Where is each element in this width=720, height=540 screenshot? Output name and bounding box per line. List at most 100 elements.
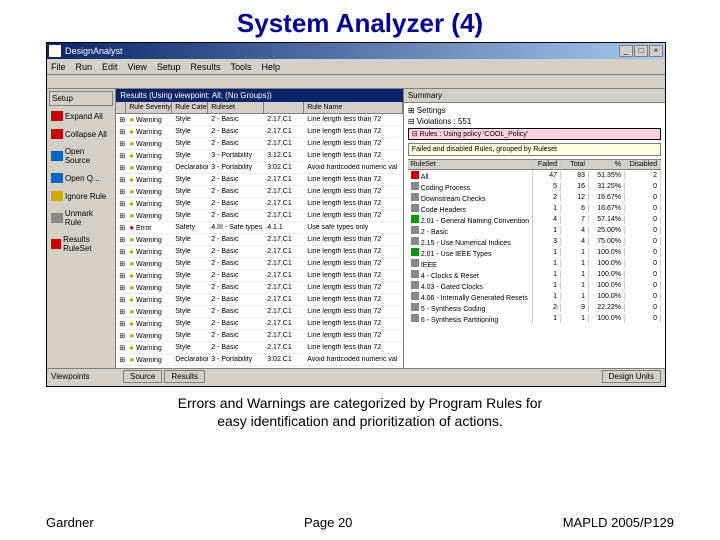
menu-view[interactable]: View	[128, 62, 147, 72]
results-row[interactable]: ⊞● WarningStyle2 - Basic2.17.C1Line leng…	[116, 186, 403, 198]
sidebar-item-6[interactable]: Results RuleSet	[49, 232, 113, 256]
footer-right: MAPLD 2005/P129	[563, 515, 674, 530]
stats-row[interactable]: Coding Process51631.25%0	[408, 181, 661, 192]
menu-tools[interactable]: Tools	[230, 62, 251, 72]
results-row[interactable]: ⊞● WarningStyle2 - Basic2.17.C1Line leng…	[116, 282, 403, 294]
results-row[interactable]: ⊞● WarningStyle2 - Basic2.17.C1Line leng…	[116, 234, 403, 246]
results-row[interactable]: ⊞● WarningStyle2 - Basic2.17.C1Line leng…	[116, 342, 403, 354]
stats-grid[interactable]: All478351.35%2Coding Process51631.25%0Do…	[408, 170, 661, 324]
sidebar-item-0[interactable]: Expand All	[49, 108, 113, 124]
sidebar-label: Results RuleSet	[63, 235, 111, 253]
results-row[interactable]: ⊞● WarningStyle2 - Basic2.17.C1Line leng…	[116, 270, 403, 282]
col-ruleset[interactable]: Ruleset	[208, 102, 264, 113]
sidebar-icon	[51, 111, 63, 121]
results-row[interactable]: ⊞● WarningStyle2 - Basic2.17.C1Line leng…	[116, 210, 403, 222]
sidebar-item-5[interactable]: Unmark Rule	[49, 206, 113, 230]
col-total[interactable]: Total	[561, 160, 589, 169]
menu-edit[interactable]: Edit	[102, 62, 118, 72]
sidebar-icon	[51, 191, 63, 201]
stats-row[interactable]: 2.01 - Use IEEE Types11100.0%0	[408, 247, 661, 258]
stats-row[interactable]: 2.15 - Use Numerical Indices3475.00%0	[408, 236, 661, 247]
tab-results[interactable]: Results	[164, 370, 205, 383]
col-code[interactable]	[264, 102, 304, 113]
stats-row[interactable]: All478351.35%2	[408, 170, 661, 181]
summary-pane: Summary ⊞ Settings ⊟ Violations : 551 ⊟ …	[404, 89, 665, 368]
summary-rules-policy: ⊟ Rules : Using policy 'COOL_Policy'	[408, 128, 661, 140]
sidebar-icon	[51, 173, 63, 183]
summary-note: Failed and disabled Rules, grouped by Ru…	[408, 143, 661, 156]
results-row[interactable]: ⊞● WarningStyle2 - Basic2.17.C1Line leng…	[116, 246, 403, 258]
sidebar-label: Collapse All	[65, 130, 107, 139]
results-columns: Rule Severity Rule Category Ruleset Rule…	[116, 102, 403, 114]
col-rulename[interactable]: Rule Name	[304, 102, 403, 113]
results-header: Results (Using viewpoint: All; (No Group…	[116, 89, 403, 102]
window-title: DesignAnalyst	[65, 46, 123, 56]
stats-row[interactable]: 2.01 - General Naming Convention4757.14%…	[408, 214, 661, 225]
results-row[interactable]: ⊞● WarningStyle2 - Basic2.17.C1Line leng…	[116, 138, 403, 150]
menu-results[interactable]: Results	[190, 62, 220, 72]
tab-source[interactable]: Source	[123, 370, 162, 383]
results-grid[interactable]: ⊞● WarningStyle2 - Basic2.17.C1Line leng…	[116, 114, 403, 368]
sidebar-item-2[interactable]: Open Source	[49, 144, 113, 168]
left-pane: Setup Expand All Collapse All Open Source O…	[47, 89, 116, 368]
stats-row[interactable]: 2 - Basic1425.00%0	[408, 225, 661, 236]
menu-run[interactable]: Run	[76, 62, 93, 72]
sidebar-icon	[51, 129, 63, 139]
sidebar-item-1[interactable]: Collapse All	[49, 126, 113, 142]
summary-settings[interactable]: ⊞ Settings	[408, 106, 661, 115]
close-button[interactable]: ×	[649, 45, 663, 57]
titlebar: DesignAnalyst _ □ ×	[47, 43, 665, 59]
tab-design-units[interactable]: Design Units	[602, 370, 661, 383]
col-failed[interactable]: Failed	[533, 160, 561, 169]
stats-row[interactable]: 4.03 - Gated Clocks11100.0%0	[408, 280, 661, 291]
sidebar-item-4[interactable]: Ignore Rule	[49, 188, 113, 204]
sidebar-icon	[51, 239, 61, 249]
col-disabled[interactable]: Disabled	[625, 160, 661, 169]
col-category[interactable]: Rule Category	[172, 102, 208, 113]
stats-row[interactable]: 4.06 - Internally Generated Resets11100.…	[408, 291, 661, 302]
col-ruleset2[interactable]: RuleSet	[408, 160, 533, 169]
results-row[interactable]: ⊞● WarningStyle2 - Basic2.17.C1Line leng…	[116, 126, 403, 138]
minimize-button[interactable]: _	[619, 45, 633, 57]
slide-footer: Gardner Page 20 MAPLD 2005/P129	[0, 515, 720, 530]
results-row[interactable]: ⊞● WarningDeclarations3 - Portability3.0…	[116, 162, 403, 174]
slide-caption: Errors and Warnings are categorized by P…	[60, 394, 660, 430]
footer-center: Page 20	[304, 515, 352, 530]
results-row[interactable]: ⊞● WarningStyle2 - Basic2.17.C1Line leng…	[116, 198, 403, 210]
slide-title: System Analyzer (4)	[0, 0, 720, 43]
results-row[interactable]: ⊞● WarningStyle2 - Basic2.17.C1Line leng…	[116, 174, 403, 186]
left-tab-setup[interactable]: Setup	[49, 91, 113, 106]
sidebar-item-3[interactable]: Open Q...	[49, 170, 113, 186]
col-severity[interactable]: Rule Severity	[126, 102, 172, 113]
results-row[interactable]: ⊞● WarningStyle2 - Basic2.17.C1Line leng…	[116, 114, 403, 126]
bottom-tabs: Viewpoints Source Results Design Units	[47, 368, 665, 384]
summary-header: Summary	[404, 89, 665, 103]
menu-file[interactable]: File	[51, 62, 66, 72]
viewpoints-label[interactable]: Viewpoints	[51, 372, 123, 381]
results-row[interactable]: ⊞● WarningStyle2 - Basic2.17.C1Line leng…	[116, 318, 403, 330]
results-row[interactable]: ⊞● WarningStyle2 - Basic2.17.C1Line leng…	[116, 330, 403, 342]
stats-row[interactable]: Code Headers1616.67%0	[408, 203, 661, 214]
stats-row[interactable]: Downstream Checks21216.67%0	[408, 192, 661, 203]
maximize-button[interactable]: □	[634, 45, 648, 57]
results-row[interactable]: ⊞● WarningStyle2 - Basic2.17.C1Line leng…	[116, 306, 403, 318]
menubar: File Run Edit View Setup Results Tools H…	[47, 59, 665, 75]
sidebar-label: Open Source	[65, 147, 111, 165]
stats-row[interactable]: 4 - Clocks & Reset11100.0%0	[408, 269, 661, 280]
col-percent[interactable]: %	[589, 160, 625, 169]
sidebar-label: Expand All	[65, 112, 103, 121]
app-icon	[49, 45, 61, 57]
stats-row[interactable]: 6 - Synthesis Partitioning11100.0%0	[408, 313, 661, 324]
results-row[interactable]: ⊞● WarningStyle2 - Basic2.17.C1Line leng…	[116, 294, 403, 306]
sidebar-label: Unmark Rule	[65, 209, 111, 227]
menu-setup[interactable]: Setup	[157, 62, 181, 72]
results-row[interactable]: ⊞● WarningDeclarations3 - Portability3.0…	[116, 354, 403, 366]
stats-row[interactable]: IEEE11100.0%0	[408, 258, 661, 269]
results-pane: Results (Using viewpoint: All; (No Group…	[116, 89, 404, 368]
menu-help[interactable]: Help	[261, 62, 280, 72]
results-row[interactable]: ⊞● WarningStyle2 - Basic2.17.C1Line leng…	[116, 258, 403, 270]
results-row[interactable]: ⊞● ErrorSafety4.III - Safe types4.1.1Use…	[116, 222, 403, 234]
stats-row[interactable]: 5 - Synthesis Coding2922.22%0	[408, 302, 661, 313]
summary-violations[interactable]: ⊟ Violations : 551	[408, 117, 661, 126]
results-row[interactable]: ⊞● WarningStyle3 - Portability3.12.C1Lin…	[116, 150, 403, 162]
